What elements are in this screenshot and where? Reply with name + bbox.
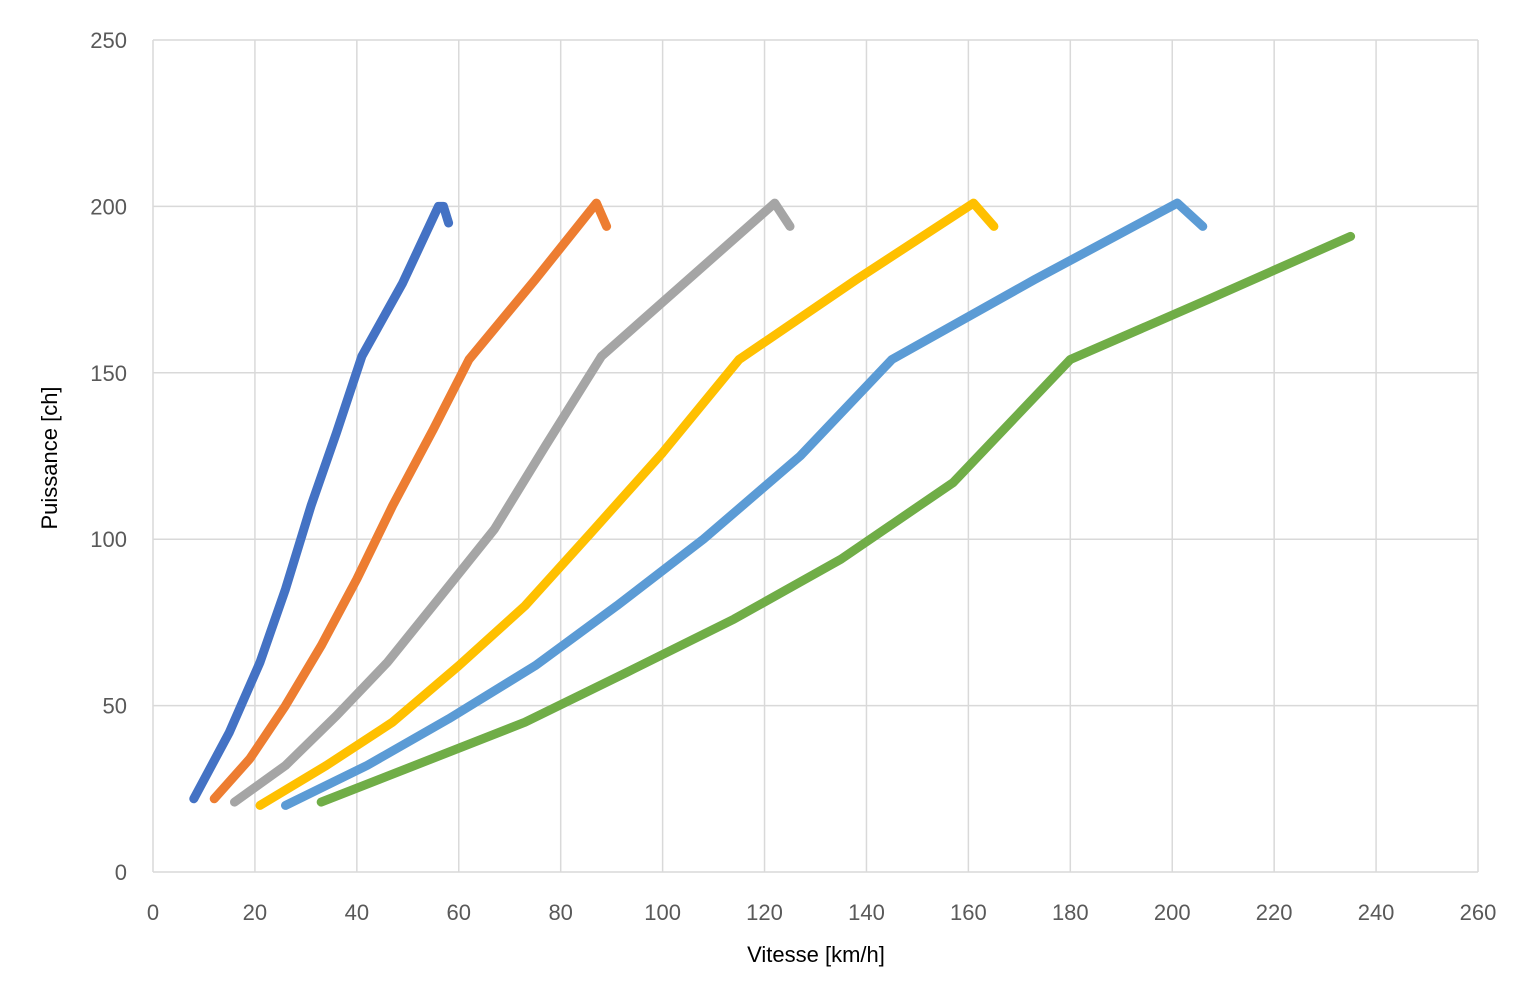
series-line-1 bbox=[189, 201, 454, 804]
series-line-2 bbox=[209, 198, 612, 804]
x-tick-label: 20 bbox=[243, 900, 267, 925]
series-line-6 bbox=[316, 231, 1356, 807]
y-axis-title: Puissance [ch] bbox=[37, 386, 62, 529]
y-tick-label: 150 bbox=[90, 361, 127, 386]
grid bbox=[152, 39, 1479, 873]
series-line-3 bbox=[230, 198, 795, 807]
x-tick-label: 40 bbox=[345, 900, 369, 925]
series-line-4 bbox=[255, 198, 999, 810]
x-tick-label: 180 bbox=[1052, 900, 1089, 925]
x-tick-label: 100 bbox=[644, 900, 681, 925]
x-tick-label: 200 bbox=[1154, 900, 1191, 925]
series-line-5 bbox=[281, 198, 1208, 810]
y-tick-label: 250 bbox=[90, 28, 127, 53]
x-tick-label: 160 bbox=[950, 900, 987, 925]
series-lines bbox=[189, 198, 1356, 810]
x-tick-label: 80 bbox=[548, 900, 572, 925]
y-tick-label: 0 bbox=[115, 860, 127, 885]
y-axis-tick-labels: 0 50 100 150 200 250 bbox=[90, 28, 127, 885]
x-axis-tick-labels: 0 20 40 60 80 100 120 140 160 180 200 220 240 260 bbox=[147, 900, 1496, 925]
y-tick-label: 100 bbox=[90, 527, 127, 552]
x-tick-label: 0 bbox=[147, 900, 159, 925]
x-tick-label: 60 bbox=[447, 900, 471, 925]
y-tick-label: 50 bbox=[103, 694, 127, 719]
x-tick-label: 240 bbox=[1358, 900, 1395, 925]
x-tick-label: 220 bbox=[1256, 900, 1293, 925]
x-tick-label: 260 bbox=[1460, 900, 1497, 925]
x-axis-title: Vitesse [km/h] bbox=[747, 942, 885, 967]
x-tick-label: 120 bbox=[746, 900, 783, 925]
x-tick-label: 140 bbox=[848, 900, 885, 925]
y-tick-label: 200 bbox=[90, 194, 127, 219]
